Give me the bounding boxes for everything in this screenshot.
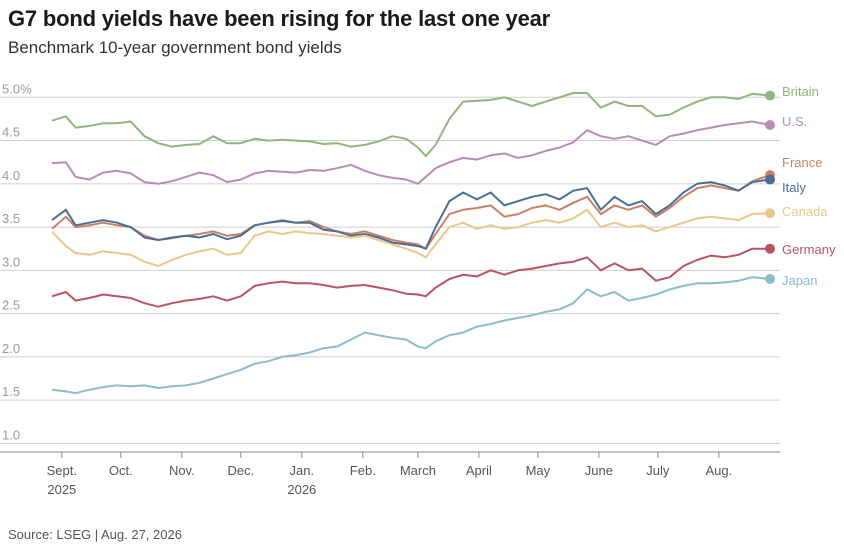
x-tick-label: July [646,463,670,478]
x-tick-year-label: 2025 [47,482,76,497]
series-end-marker-germany [765,243,775,254]
x-tick-label: March [400,463,436,478]
x-tick-label: Sept. [47,463,77,478]
series-label-britain: Britain [782,84,819,99]
series-label-japan: Japan [782,273,817,288]
x-tick-label: Dec. [227,463,254,478]
y-tick-label: 3.0 [2,254,20,269]
series-end-marker-britain [765,90,775,101]
chart-subtitle: Benchmark 10-year government bond yields [8,38,342,57]
y-tick-label: 4.0 [2,168,20,183]
series-line-italy [51,178,771,250]
x-axis: Sept. 2025 Oct. Nov. Dec. Jan. 2026 Feb. March Ap… [0,451,780,497]
chart-title: G7 bond yields have been rising for the … [8,6,550,31]
series-label-italy: Italy [782,180,806,195]
y-tick-label: 5.0% [2,81,32,96]
series-label-france: France [782,155,822,170]
source-note: Source: LSEG | Aug. 27, 2026 [8,527,182,542]
series-label-germany: Germany [782,242,836,257]
series-end-marker-japan [765,273,775,284]
series-line-japan [51,276,771,395]
series-line-britain [51,92,771,158]
series-line-france [51,174,771,250]
x-tick-year-label: 2026 [287,482,316,497]
x-tick-label: April [466,463,492,478]
y-tick-label: 4.5 [2,125,20,140]
series-lines [51,92,771,395]
x-tick-label: Feb. [350,463,376,478]
y-tick-label: 2.0 [2,341,20,356]
series-end-marker-canada [765,208,775,219]
y-tick-label: 1.0 [2,427,20,442]
series-line-canada [51,208,771,267]
x-tick-label: Jan. [290,463,315,478]
gridlines: 5.0% 4.5 4.0 3.5 3.0 2.5 2.0 1.5 1.0 [0,81,780,444]
series-line-germany [51,247,770,308]
x-tick-label: Nov. [169,463,195,478]
y-tick-label: 3.5 [2,211,20,226]
series-end-marker-italy [765,174,775,185]
y-tick-label: 1.5 [2,384,20,399]
x-tick-label: May [526,463,551,478]
series-end-marker-u-s [765,119,775,130]
series-line-u-s [51,120,771,185]
series-end-labels: Britain U.S. France Italy Canada Germany Japan [765,84,836,288]
x-tick-label: Oct. [109,463,133,478]
x-tick-label: Aug. [705,463,732,478]
y-tick-label: 2.5 [2,298,20,313]
series-label-u-s: U.S. [782,114,807,129]
x-tick-label: June [585,463,613,478]
series-label-canada: Canada [782,204,828,219]
